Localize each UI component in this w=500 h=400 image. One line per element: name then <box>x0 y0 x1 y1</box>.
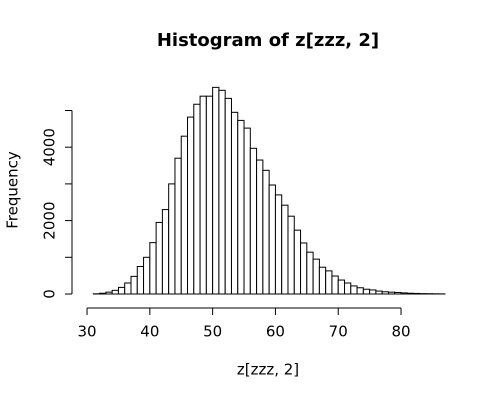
x-tick-label: 70 <box>329 323 348 341</box>
bar <box>293 229 302 295</box>
bar <box>413 292 421 295</box>
bar <box>117 286 126 295</box>
bar <box>268 184 276 295</box>
bar <box>155 221 163 295</box>
bar <box>193 103 201 295</box>
bar <box>161 209 170 295</box>
x-axis-label: z[zzz, 2] <box>237 361 299 379</box>
bar <box>149 242 157 295</box>
bar <box>136 265 145 295</box>
bar <box>187 116 195 295</box>
bar <box>369 289 377 295</box>
x-tick-label: 50 <box>203 323 222 341</box>
y-axis-label: Frequency <box>4 151 22 229</box>
bar <box>143 256 151 295</box>
x-tick-label: 80 <box>391 323 410 341</box>
bar <box>337 279 346 295</box>
bar <box>375 290 383 295</box>
bar <box>362 288 371 295</box>
bar <box>262 169 270 295</box>
bar <box>325 270 333 295</box>
bar <box>256 159 264 295</box>
bar <box>130 275 138 295</box>
bar <box>105 291 113 295</box>
bar <box>124 282 132 295</box>
x-tick-label: 40 <box>140 323 159 341</box>
bar <box>312 258 320 295</box>
bar <box>218 89 226 295</box>
bar <box>249 147 258 295</box>
bar <box>212 86 220 295</box>
bar <box>237 119 245 295</box>
bar <box>300 242 308 295</box>
x-tick-label: 60 <box>266 323 285 341</box>
bar <box>224 97 232 295</box>
bar <box>274 194 283 295</box>
bar <box>287 215 295 295</box>
bar <box>381 291 389 295</box>
bar <box>199 95 207 295</box>
bar <box>400 292 408 295</box>
bar <box>331 275 339 295</box>
bar <box>406 292 415 295</box>
bar <box>350 285 358 295</box>
bar <box>205 95 214 295</box>
bar <box>243 127 251 295</box>
bar <box>230 111 239 295</box>
bar <box>306 251 314 295</box>
bar <box>281 204 289 295</box>
bar <box>356 287 364 295</box>
chart-title: Histogram of z[zzz, 2] <box>157 30 379 51</box>
bar <box>111 289 119 295</box>
y-tick-label: 0 <box>41 289 59 299</box>
bar <box>174 157 182 295</box>
x-tick-label: 30 <box>77 323 96 341</box>
bar <box>387 291 396 295</box>
y-tick-label: 2000 <box>41 202 59 240</box>
bar <box>318 266 327 295</box>
bar <box>394 292 402 295</box>
bar <box>180 135 189 295</box>
bar <box>168 183 176 295</box>
bar <box>99 292 107 295</box>
y-tick-label: 4000 <box>41 128 59 166</box>
bar <box>344 282 352 295</box>
